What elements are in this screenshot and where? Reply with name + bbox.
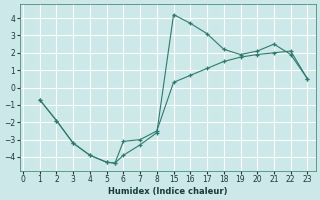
X-axis label: Humidex (Indice chaleur): Humidex (Indice chaleur) [108,187,228,196]
